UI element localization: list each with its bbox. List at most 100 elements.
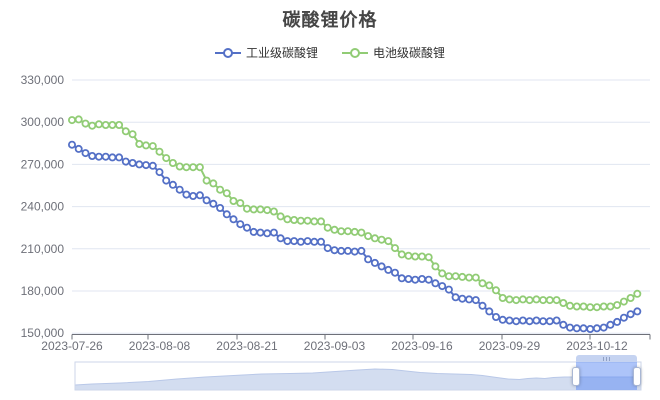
- series-point: [175, 162, 184, 171]
- series-point: [81, 149, 90, 158]
- series-point: [417, 274, 426, 283]
- series-point: [566, 301, 575, 310]
- series-point: [599, 302, 608, 311]
- series-point: [633, 307, 642, 316]
- series-point: [465, 273, 474, 282]
- series-point: [431, 262, 440, 271]
- series-point: [411, 275, 420, 284]
- series-point: [242, 204, 251, 213]
- y-axis-label: 240,000: [21, 200, 65, 214]
- series-point: [458, 272, 467, 281]
- series-point: [269, 228, 278, 237]
- series-point: [269, 207, 278, 216]
- series-point: [364, 232, 373, 241]
- series-point: [545, 317, 554, 326]
- series-point: [343, 246, 352, 255]
- series-point: [148, 142, 157, 151]
- series-point: [182, 163, 191, 172]
- series-point: [539, 296, 548, 305]
- series-point: [552, 296, 561, 305]
- series-point: [384, 265, 393, 274]
- series-point: [438, 269, 447, 278]
- series-point: [444, 272, 453, 281]
- series-point: [290, 237, 299, 246]
- series-point: [276, 212, 285, 221]
- series-point: [330, 225, 339, 234]
- series-point: [485, 307, 494, 316]
- series-point: [606, 320, 615, 329]
- series-point: [303, 237, 312, 246]
- legend-marker-industrial-icon: [214, 47, 241, 58]
- series-point: [606, 302, 615, 311]
- series-point: [101, 152, 110, 161]
- series-point: [599, 323, 608, 332]
- series-point: [175, 185, 184, 194]
- series-point: [115, 153, 124, 162]
- series-point: [236, 199, 245, 208]
- series-point: [162, 154, 171, 163]
- series-point: [370, 258, 379, 267]
- series-point: [471, 296, 480, 305]
- datazoom-window[interactable]: [575, 362, 638, 390]
- series-point: [290, 215, 299, 224]
- series-point: [465, 295, 474, 304]
- series-point: [189, 191, 198, 200]
- series-point: [525, 317, 534, 326]
- series-point: [471, 273, 480, 282]
- series-point: [296, 237, 305, 246]
- datazoom-right-handle[interactable]: [633, 366, 642, 386]
- series-point: [128, 130, 137, 139]
- series-point: [592, 324, 601, 333]
- datazoom-move-handle[interactable]: [575, 355, 638, 362]
- series-point: [310, 217, 319, 226]
- series-point: [579, 302, 588, 311]
- legend-label-battery: 电池级碳酸锂: [373, 46, 446, 60]
- series-point: [586, 324, 595, 333]
- series-point: [155, 147, 164, 156]
- series-point: [384, 237, 393, 246]
- series-point: [101, 121, 110, 130]
- series-point: [613, 301, 622, 310]
- series-point: [74, 144, 83, 153]
- series-point: [431, 279, 440, 288]
- series-point: [81, 119, 90, 128]
- series-point: [545, 296, 554, 305]
- series-point: [310, 237, 319, 246]
- series-point: [424, 275, 433, 284]
- series-point: [316, 217, 325, 226]
- series-point: [108, 121, 117, 130]
- series-point: [128, 158, 137, 167]
- series-point: [619, 297, 628, 306]
- legend-item-battery[interactable]: 电池级碳酸锂: [342, 44, 445, 61]
- series-point: [498, 293, 507, 302]
- datazoom-left-handle[interactable]: [571, 366, 580, 386]
- series-point: [135, 139, 144, 148]
- series-point: [539, 317, 548, 326]
- series-point: [216, 203, 225, 212]
- series-point: [249, 205, 258, 214]
- series-point: [141, 141, 150, 150]
- x-axis-label: 2023-09-03: [304, 339, 366, 353]
- x-axis-label: 2023-08-08: [129, 339, 191, 353]
- series-point: [485, 281, 494, 290]
- series-point: [491, 312, 500, 321]
- series-point: [316, 237, 325, 246]
- series-point: [263, 229, 272, 238]
- series-point: [209, 179, 218, 188]
- series-point: [168, 158, 177, 167]
- legend-item-industrial[interactable]: 工业级碳酸锂: [214, 44, 318, 61]
- series-point: [438, 282, 447, 291]
- series-point: [337, 246, 346, 255]
- series-point: [626, 293, 635, 302]
- series-point: [256, 205, 265, 214]
- series-point: [451, 293, 460, 302]
- series-point: [505, 295, 514, 304]
- series-point: [512, 296, 521, 305]
- series-point: [491, 286, 500, 295]
- series-point: [552, 316, 561, 325]
- series-point: [357, 228, 366, 237]
- series-point: [411, 252, 420, 261]
- series-point: [619, 313, 628, 322]
- series-point: [94, 120, 103, 129]
